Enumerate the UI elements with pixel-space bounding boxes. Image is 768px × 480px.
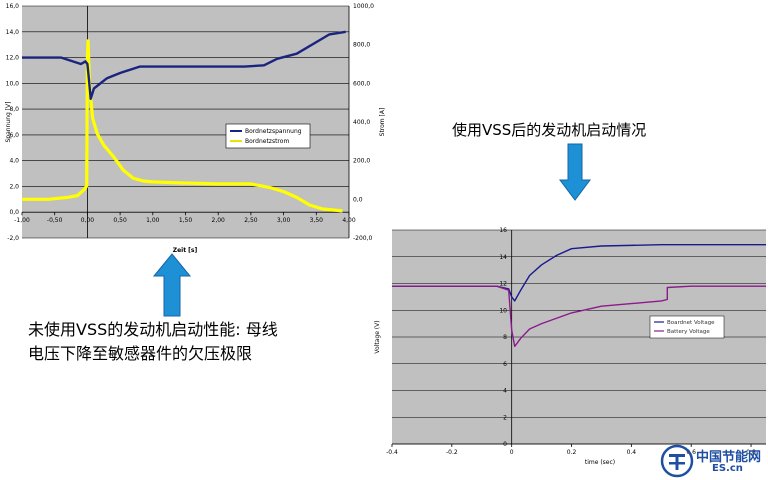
chart2-xlabel: time (sec) bbox=[585, 459, 615, 466]
chart2-x-tick-label: 0.2 bbox=[567, 449, 577, 456]
chart1-y2-tick-label: 1000,0 bbox=[353, 3, 374, 10]
chart1-y2-tick-label: -200,0 bbox=[353, 235, 373, 242]
logo-emblem-icon bbox=[660, 444, 694, 478]
chart1-y-tick-label: -2,0 bbox=[7, 235, 19, 242]
chart1-x-tick-label: 0,50 bbox=[113, 217, 127, 224]
chart2-y-tick-label: 8 bbox=[503, 334, 507, 341]
series-bordnetzspannung bbox=[22, 30, 346, 101]
chart1-y2-tick-label: 200,0 bbox=[353, 158, 370, 165]
chart1-x-tick-label: 2,50 bbox=[244, 217, 258, 224]
up-arrow-icon bbox=[152, 253, 192, 317]
site-logo: 中国节能网 ES.cn bbox=[660, 444, 768, 480]
chart1-y2-tick-label: 600,0 bbox=[353, 80, 370, 87]
chart2-series bbox=[392, 243, 766, 348]
chart1-ylabel: Spannung [V] bbox=[5, 101, 12, 142]
chart1-y2-ticks: -200,0 0,0 200,0 400,0 600,0 800,0 1000,0 bbox=[353, 3, 374, 242]
chart2-ylabel: Voltage (V) bbox=[374, 320, 381, 353]
chart1-y-tick-label: 16,0 bbox=[6, 3, 20, 10]
chart2-y-tick-label: 10 bbox=[499, 307, 507, 314]
chart1-y2label: Strom [A] bbox=[379, 108, 386, 137]
legend-boardnet-label: Boardnet Voltage bbox=[667, 320, 715, 326]
series-bordnetzstrom bbox=[22, 39, 343, 213]
chart1-x-tick-label: -0,50 bbox=[47, 217, 63, 224]
chart1-y-tick-label: 10,0 bbox=[6, 80, 20, 87]
chart2-x-tick-label: -0.4 bbox=[386, 449, 398, 456]
chart2-x-tick-label: -0.2 bbox=[446, 449, 458, 456]
chart2-x-tick-label: 0.8 bbox=[746, 449, 756, 456]
chart1-y2-tick-label: 0,0 bbox=[353, 196, 363, 203]
chart2-y-tick-label: 6 bbox=[503, 361, 507, 368]
chart2-y-tick-label: 4 bbox=[503, 388, 507, 395]
chart1-x-tick-label: 0,00 bbox=[81, 217, 95, 224]
logo-domain: ES.cn bbox=[712, 463, 743, 474]
down-arrow-icon bbox=[559, 143, 591, 201]
chart2-y-tick-label: 16 bbox=[499, 227, 507, 234]
chart1-y-tick-label: 12,0 bbox=[6, 55, 20, 62]
caption-without-vss-line2: 电压下降至敏感器件的欠压极限 bbox=[28, 344, 253, 363]
chart2-y-tick-label: 0 bbox=[503, 441, 507, 448]
chart1-xlabel: Zeit [s] bbox=[173, 247, 198, 254]
chart1-plot-area bbox=[22, 6, 349, 238]
chart1-x-tick-label: 4,00 bbox=[342, 217, 356, 224]
chart2-x-tick-label: 0.4 bbox=[627, 449, 637, 456]
chart1-legend: Bordnetzspannung Bordnetzstrom bbox=[225, 123, 311, 149]
legend-battery-label: Battery Voltage bbox=[667, 329, 710, 335]
series-battery-voltage bbox=[392, 285, 766, 348]
chart2-y-tick-label: 12 bbox=[499, 281, 507, 288]
chart1-x-tick-label: -1,00 bbox=[14, 217, 30, 224]
chart2-x-ticks: -0.4 -0.2 0 0.2 0.4 0.6 0.8 bbox=[386, 444, 756, 456]
chart1-y2-tick-label: 400,0 bbox=[353, 119, 370, 126]
chart1-y-tick-label: 8,0 bbox=[9, 106, 19, 113]
chart1-y-tick-label: 0,0 bbox=[9, 209, 19, 216]
chart1-series bbox=[22, 30, 346, 213]
caption-with-vss: 使用VSS后的发动机启动情况 bbox=[452, 121, 647, 139]
chart2-legend: Boardnet Voltage Battery Voltage bbox=[649, 315, 725, 339]
chart2-y-ticks: 0 2 4 6 8 10 12 14 16 bbox=[499, 227, 507, 448]
chart1-x-tick-label: 1,50 bbox=[179, 217, 193, 224]
logo-name: 中国节能网 bbox=[696, 450, 762, 465]
chart1-y-tick-label: 2,0 bbox=[9, 183, 19, 190]
chart1-x-tick-label: 2,00 bbox=[212, 217, 226, 224]
chart1-y2-tick-label: 800,0 bbox=[353, 42, 370, 49]
chart1-x-tick-label: 3,00 bbox=[277, 217, 291, 224]
chart2-gridlines bbox=[392, 229, 766, 445]
chart2-x-tick-label: 0.6 bbox=[686, 449, 696, 456]
chart1-x-tick-label: 3,50 bbox=[310, 217, 324, 224]
chart1-y-tick-label: 14,0 bbox=[6, 29, 20, 36]
chart1-x-tick-label: 1,00 bbox=[146, 217, 160, 224]
chart2-x-tick-label: 0 bbox=[510, 449, 514, 456]
chart1-x-ticks: -1,00 -0,50 0,00 0,50 1,00 1,50 2,00 2,50 3,00 3,… bbox=[14, 212, 356, 224]
legend-current-label: Bordnetzstrom bbox=[245, 138, 289, 145]
caption-without-vss-line1: 未使用VSS的发动机启动性能: 母线 bbox=[28, 320, 278, 339]
chart1-y-ticks: -2,0 0,0 2,0 4,0 6,0 8,0 10,0 12,0 14,0 16,0 bbox=[6, 3, 20, 242]
chart2-y-tick-label: 2 bbox=[503, 414, 507, 421]
chart2-y-tick-label: 14 bbox=[499, 254, 507, 261]
legend-voltage-label: Bordnetzspannung bbox=[245, 128, 302, 135]
chart1-y-tick-label: 6,0 bbox=[9, 132, 19, 139]
chart1-y-tick-label: 4,0 bbox=[9, 158, 19, 165]
